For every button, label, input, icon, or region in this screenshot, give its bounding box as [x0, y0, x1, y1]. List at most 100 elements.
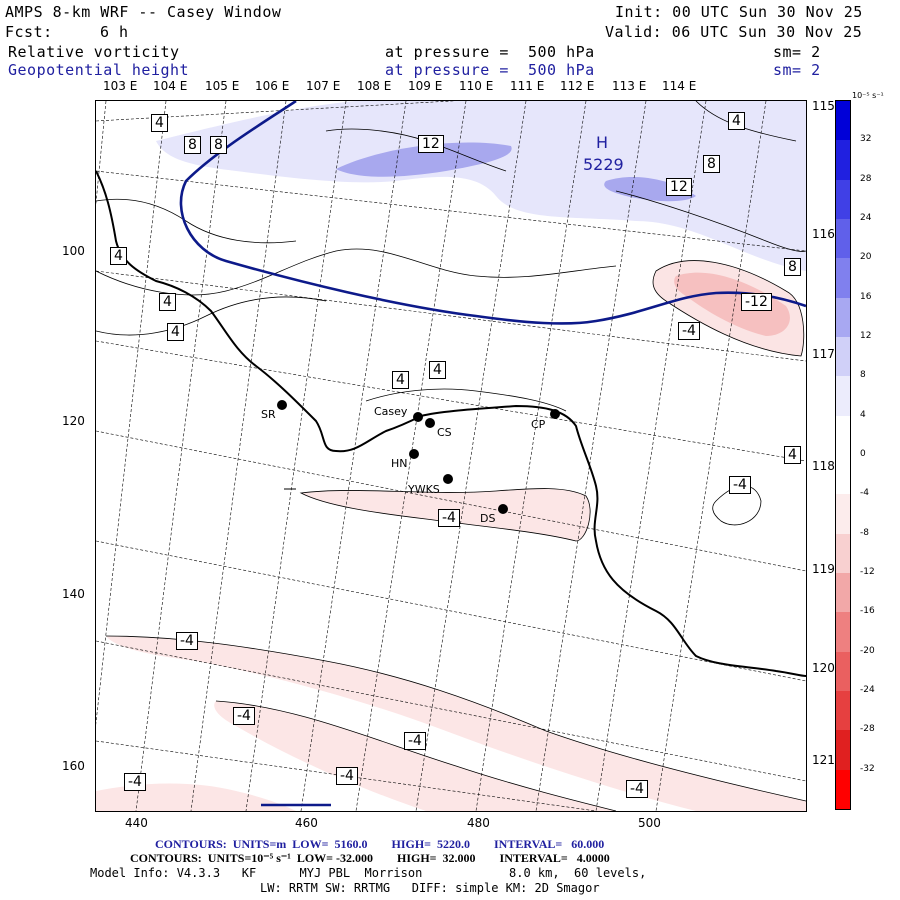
colorbar-level-label: 28 [860, 173, 872, 184]
bottom-axis-label: 480 [467, 816, 490, 830]
station-label: HN [391, 457, 408, 470]
colorbar-cell [836, 219, 850, 259]
colorbar-level-label: 16 [860, 291, 872, 302]
station-label: SR [261, 408, 276, 421]
vorticity-label: 12 [418, 135, 444, 153]
vorticity-label: -4 [336, 767, 358, 785]
bottom-axis-label: 500 [638, 816, 661, 830]
coastline [96, 170, 806, 677]
field2-name: Geopotential height [8, 61, 190, 79]
colorbar-cell [836, 179, 850, 220]
station-dot [277, 400, 287, 410]
station-dot [550, 409, 560, 419]
colorbar-cell [836, 101, 850, 141]
colorbar-level-label: 32 [860, 134, 872, 145]
vorticity-label: 4 [159, 293, 176, 311]
colorbar-cell [836, 455, 850, 495]
vorticity-label: 4 [392, 371, 409, 389]
vorticity-label: -4 [176, 632, 198, 650]
vorticity-label: -4 [438, 509, 460, 527]
vorticity-shading [96, 101, 806, 811]
colorbar-level-label: -8 [860, 527, 869, 538]
colorbar-cell [836, 297, 850, 338]
station-dot [498, 504, 508, 514]
footer-height-contours: CONTOURS: UNITS=m LOW= 5160.0 HIGH= 5220… [155, 837, 605, 851]
station-label: Casey [374, 405, 408, 418]
colorbar-cell [836, 612, 850, 653]
colorbar-cell [836, 533, 850, 574]
top-longitude-label: 104 E [153, 79, 188, 93]
field2-pressure: at pressure = 500 hPa [385, 61, 595, 79]
vorticity-label: 4 [151, 114, 168, 132]
top-longitude-label: 113 E [612, 79, 647, 93]
vorticity-label: 8 [784, 258, 801, 276]
valid-time: Valid: 06 UTC Sun 30 Nov 25 [605, 23, 863, 41]
vorticity-label: -4 [233, 707, 255, 725]
field2-smoothing: sm= 2 [773, 61, 821, 79]
colorbar-level-label: -20 [860, 645, 875, 656]
model-title: AMPS 8-km WRF -- Casey Window [5, 3, 282, 21]
station-label: DS [480, 512, 496, 525]
station-dot [425, 418, 435, 428]
left-axis-label: 120 [62, 414, 85, 428]
top-longitude-label: 114 E [662, 79, 697, 93]
station-dot [443, 474, 453, 484]
vorticity-label: -4 [404, 732, 426, 750]
init-time: Init: 00 UTC Sun 30 Nov 25 [615, 3, 863, 21]
colorbar-cell [836, 140, 850, 181]
vorticity-label: -4 [626, 780, 648, 798]
map-svg [96, 101, 806, 811]
colorbar-cell [836, 730, 850, 771]
colorbar-cell [836, 573, 850, 613]
station-label: YWKS [408, 483, 440, 496]
footer-physics-info: LW: RRTM SW: RRTMG DIFF: simple KM: 2D S… [260, 881, 600, 895]
left-axis-label: 100 [62, 244, 85, 258]
station-dot [413, 412, 423, 422]
station-dot [409, 449, 419, 459]
colorbar-cell [836, 337, 850, 377]
vorticity-label: 12 [666, 178, 692, 196]
station-label: CS [437, 426, 452, 439]
vorticity-label: 8 [210, 136, 227, 154]
footer-vorticity-contours: CONTOURS: UNITS=10⁻⁵ s⁻¹ LOW= -32.000 HI… [130, 851, 610, 865]
forecast-label: Fcst: [5, 23, 53, 41]
colorbar-level-label: 4 [860, 409, 866, 420]
footer-model-info: Model Info: V4.3.3 KF MYJ PBL Morrison 8… [90, 866, 647, 880]
colorbar-cell [836, 769, 850, 810]
colorbar-cell [836, 494, 850, 535]
vorticity-label: 4 [728, 112, 745, 130]
colorbar-level-label: -4 [860, 488, 869, 499]
colorbar-cell [836, 376, 850, 417]
colorbar-cell [836, 651, 850, 692]
vorticity-label: 4 [784, 446, 801, 464]
top-longitude-label: 112 E [560, 79, 595, 93]
map-panel: H 5229 4 8 8 12 12 8 4 8 4 4 -12 -4 4 4 4 -4 4 -4 -4 -4 -4 -4… [95, 100, 807, 812]
top-longitude-label: 108 E [357, 79, 392, 93]
colorbar-cell [836, 691, 850, 731]
station-label: CP [531, 418, 546, 431]
top-longitude-label: 106 E [255, 79, 290, 93]
high-pressure-letter: H [596, 133, 609, 152]
colorbar-level-label: -24 [860, 685, 875, 695]
field1-smoothing: sm= 2 [773, 43, 821, 61]
colorbar-level-label: 24 [860, 213, 872, 223]
colorbar-level-label: 12 [860, 331, 872, 341]
vorticity-label: -4 [124, 773, 146, 791]
colorbar-level-label: 20 [860, 252, 872, 263]
vorticity-label: 4 [429, 361, 446, 379]
bottom-axis-label: 440 [125, 816, 148, 830]
colorbar-cell [836, 415, 850, 456]
geopotential-height-contour [179, 101, 806, 807]
vorticity-label: -4 [729, 476, 751, 494]
colorbar-level-label: -28 [860, 724, 875, 735]
left-axis-label: 140 [62, 587, 85, 601]
bottom-axis-label: 460 [295, 816, 318, 830]
colorbar-level-label: -12 [860, 567, 875, 577]
colorbar-level-label: 8 [860, 370, 866, 381]
top-longitude-label: 110 E [459, 79, 494, 93]
colorbar-level-label: 0 [860, 449, 866, 459]
high-pressure-value: 5229 [583, 155, 624, 174]
colorbar-units: 10⁻⁵ s⁻¹ [852, 91, 884, 100]
colorbar-cell [836, 258, 850, 299]
left-axis-label: 160 [62, 759, 85, 773]
